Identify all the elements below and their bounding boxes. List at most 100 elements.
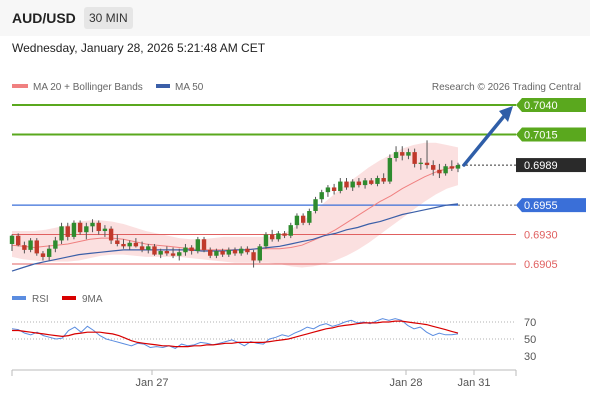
level-label: 0.7015 <box>524 129 558 141</box>
candle-down <box>15 235 21 246</box>
support-label: 0.6905 <box>524 259 558 271</box>
candle-up <box>146 246 151 250</box>
candle-down <box>133 242 139 247</box>
candle-down <box>400 152 405 156</box>
candle-down <box>34 240 39 254</box>
candle-up <box>214 251 219 256</box>
candle-up <box>307 211 312 223</box>
candle-up <box>276 233 281 240</box>
candle-up <box>406 152 411 156</box>
candle-down <box>77 222 83 233</box>
candle-down <box>251 252 256 261</box>
candle-up <box>102 228 108 232</box>
candle-up <box>195 239 201 252</box>
candle-up <box>177 252 182 256</box>
candle-up <box>127 242 132 247</box>
rsi-tick-label: 50 <box>524 334 536 346</box>
candle-down <box>96 222 101 232</box>
candle-up <box>257 246 262 261</box>
candle-down <box>424 162 430 166</box>
level-tag <box>516 98 586 112</box>
candle-down <box>245 248 250 253</box>
candle-down <box>282 233 287 236</box>
candle-down <box>164 251 170 254</box>
level-label: 0.6989 <box>524 160 558 172</box>
candle-down <box>300 215 306 223</box>
current-price-tag <box>516 158 586 173</box>
candle-down <box>139 246 145 250</box>
candle-down <box>381 178 386 182</box>
ma9-legend-swatch <box>62 296 76 300</box>
ma50-legend-label: MA 50 <box>175 82 204 93</box>
timeframe-button[interactable]: 30 MIN <box>84 7 133 29</box>
candle-up <box>325 187 331 193</box>
rsi-tick-label: 70 <box>524 317 536 329</box>
candle-down <box>437 169 442 174</box>
x-tick-label: Jan 27 <box>135 377 168 389</box>
ma20-legend-label: MA 20 + Bollinger Bands <box>33 82 143 93</box>
candle-up <box>71 222 77 237</box>
candle-down <box>412 152 417 164</box>
candle-up <box>294 215 300 226</box>
rsi-legend-swatch <box>12 296 26 300</box>
candle-down <box>170 253 176 256</box>
candle-up <box>455 165 461 169</box>
candle-down <box>40 253 46 257</box>
ma9-legend-label: 9MA <box>82 294 103 305</box>
rsi-tick-label: 30 <box>524 351 536 363</box>
candle-up <box>418 162 424 164</box>
candle-down <box>220 251 225 255</box>
candle-up <box>183 247 188 253</box>
candle-up <box>158 251 163 255</box>
chart-header: AUD/USD 30 MIN <box>0 0 590 36</box>
candle-up <box>226 249 232 255</box>
level-label: 0.7040 <box>524 100 558 112</box>
candle-up <box>238 248 244 254</box>
candle-down <box>331 187 337 191</box>
rsi-legend-label: RSI <box>32 294 49 305</box>
forecast-arrow-head <box>499 106 513 122</box>
candle-down <box>121 243 126 247</box>
candle-up <box>263 234 269 247</box>
rsi-line <box>11 318 459 349</box>
candle-up <box>338 181 343 191</box>
candle-down <box>22 245 27 250</box>
candle-up <box>387 158 393 182</box>
candle-up <box>350 181 355 188</box>
candle-up <box>288 225 293 236</box>
candle-down <box>344 181 349 188</box>
support-label: 0.6930 <box>524 230 558 242</box>
forecast-arrow-shaft <box>462 113 507 167</box>
ma50-legend-swatch <box>156 84 170 88</box>
candle-down <box>65 226 70 237</box>
candle-down <box>152 246 157 255</box>
candle-down <box>269 234 275 240</box>
candle-up <box>9 235 15 244</box>
candle-down <box>201 239 207 250</box>
candle-up <box>90 222 95 227</box>
candle-up <box>443 166 448 174</box>
candle-up <box>362 180 368 186</box>
candle-down <box>232 249 238 254</box>
candle-down <box>115 240 120 244</box>
candle-up <box>393 152 399 158</box>
candle-up <box>84 226 89 233</box>
bollinger-band-area <box>12 142 458 268</box>
x-tick-label: Jan 28 <box>389 377 422 389</box>
candle-down <box>189 247 194 252</box>
level-tag <box>516 198 586 213</box>
credit-label: Research © 2026 Trading Central <box>432 82 581 93</box>
candle-up <box>313 199 318 211</box>
candle-down <box>431 165 436 170</box>
candle-up <box>319 192 324 200</box>
level-tag <box>516 127 586 142</box>
candle-down <box>208 249 213 256</box>
rsi-ma9-line <box>12 320 459 348</box>
candle-down <box>356 181 362 186</box>
timestamp: Wednesday, January 28, 2026 5:21:48 AM C… <box>12 41 266 55</box>
candle-down <box>108 228 114 241</box>
symbol-label: AUD/USD <box>12 10 76 26</box>
candle-up <box>46 248 52 257</box>
candle-down <box>449 166 455 169</box>
